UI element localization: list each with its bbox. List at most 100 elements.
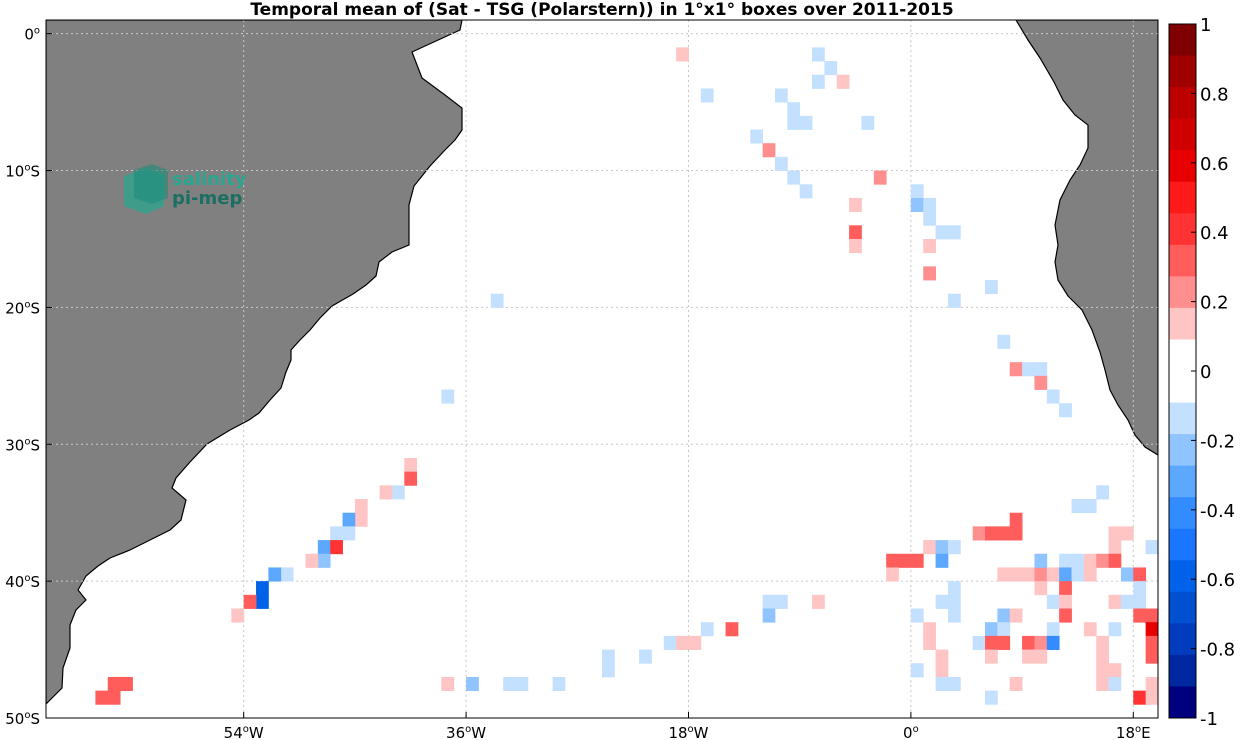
colorbar-segment-9 — [1169, 307, 1196, 340]
colorbar-tick-label-7: -0.4 — [1200, 501, 1235, 522]
colorbar-segment-13 — [1169, 434, 1196, 467]
colorbar-segment-3 — [1169, 118, 1196, 151]
data-cell-18 — [910, 197, 924, 213]
colorbar-tick-label-8: -0.6 — [1200, 570, 1235, 591]
data-cell-37 — [1059, 403, 1072, 418]
data-cell-109 — [1071, 553, 1085, 568]
data-cell-119 — [1133, 594, 1147, 609]
data-cell-84 — [935, 540, 949, 555]
colorbar-segment-20 — [1169, 654, 1196, 687]
data-cell-45 — [342, 512, 356, 527]
data-cell-58 — [120, 676, 133, 692]
data-cell-90 — [1009, 526, 1023, 541]
data-cell-83 — [923, 540, 936, 555]
data-cell-3 — [824, 61, 838, 76]
data-cell-123 — [1059, 594, 1072, 609]
colorbar-segment-5 — [1169, 181, 1196, 214]
data-cell-35 — [1034, 375, 1048, 390]
colorbar-tick-label-2: 0.6 — [1200, 154, 1229, 175]
data-cell-26 — [923, 238, 936, 254]
data-cell-120 — [1034, 581, 1048, 596]
data-cell-106 — [1046, 567, 1060, 582]
data-cell-101 — [947, 608, 961, 623]
data-cell-38 — [441, 389, 455, 404]
data-cell-23 — [849, 238, 862, 254]
data-cell-22 — [849, 225, 862, 240]
data-cell-129 — [910, 608, 924, 623]
data-cell-143 — [1046, 635, 1060, 650]
africa-landmass — [1015, 20, 1158, 456]
data-cell-103 — [1009, 567, 1023, 582]
data-cell-24 — [935, 225, 949, 240]
colorbar-tick-label-4: 0.2 — [1200, 293, 1229, 314]
data-cell-79 — [898, 553, 912, 568]
data-cell-8 — [787, 115, 801, 130]
data-cell-63 — [466, 676, 479, 692]
data-cell-73 — [700, 622, 714, 637]
data-cell-69 — [639, 649, 652, 664]
pi-mep-logo: salinity pi-mep — [124, 164, 247, 214]
data-cell-4 — [836, 74, 850, 89]
data-cell-155 — [910, 663, 924, 678]
data-cell-122 — [1059, 581, 1072, 596]
x-tick-label-1: 36oW — [446, 724, 486, 740]
colorbar-tick-label-5: 0 — [1200, 362, 1211, 383]
x-tick-label-2: 18oW — [668, 724, 708, 740]
colorbar-segment-19 — [1169, 623, 1196, 656]
data-cell-113 — [1096, 553, 1109, 568]
logo-text-salinity: salinity — [172, 169, 247, 190]
data-cell-138 — [985, 635, 998, 650]
colorbar-segment-4 — [1169, 150, 1196, 183]
data-cell-162 — [985, 690, 998, 705]
data-cell-102 — [997, 567, 1011, 582]
data-cell-86 — [935, 553, 949, 568]
data-cell-67 — [602, 649, 615, 664]
data-cell-70 — [663, 635, 677, 650]
data-cell-140 — [1022, 635, 1035, 650]
y-tick-label-5: 50oS — [5, 710, 40, 728]
data-cell-77 — [762, 608, 776, 623]
data-cell-36 — [1046, 389, 1060, 404]
data-cell-59 — [107, 676, 121, 692]
data-cell-131 — [923, 622, 936, 637]
data-cell-29 — [985, 280, 998, 295]
data-cell-65 — [515, 676, 529, 692]
y-tick-label-2: 20oS — [5, 299, 40, 317]
data-cell-40 — [404, 471, 418, 486]
data-cell-94 — [1096, 485, 1109, 500]
colorbar-tick-label-10: -1 — [1200, 709, 1218, 730]
data-cell-124 — [1059, 608, 1072, 623]
data-cell-49 — [330, 540, 343, 555]
data-cell-50 — [317, 553, 331, 568]
data-cell-47 — [330, 526, 343, 541]
data-cell-111 — [1071, 567, 1085, 582]
colorbar-tick-label-6: -0.2 — [1200, 431, 1235, 452]
data-cell-15 — [799, 184, 813, 199]
data-cell-1 — [812, 47, 825, 62]
x-tick-label-4: 18oE — [1116, 724, 1151, 740]
data-cell-95 — [1108, 526, 1122, 541]
data-cell-121 — [1046, 594, 1060, 609]
colorbar-segment-10 — [1169, 339, 1196, 372]
data-cell-128 — [1145, 608, 1158, 623]
data-cell-80 — [886, 553, 899, 568]
data-cell-137 — [972, 635, 986, 650]
colorbar-segment-2 — [1169, 87, 1196, 120]
data-cell-72 — [688, 635, 702, 650]
data-cell-17 — [910, 184, 924, 199]
data-cell-135 — [985, 622, 998, 637]
y-tick-label-3: 30oS — [5, 436, 40, 454]
data-cell-87 — [972, 526, 986, 541]
data-cell-16 — [873, 170, 887, 185]
data-cell-98 — [1145, 540, 1158, 555]
x-tick-label-0: 54oW — [224, 724, 264, 740]
data-cell-10 — [861, 115, 875, 130]
colorbar-segment-8 — [1169, 276, 1196, 309]
data-cell-157 — [1022, 649, 1035, 664]
colorbar-ticks: 1 0.8 0.6 0.4 0.2 0 -0.2 -0.4 -0.6 -0.8 -1 — [1191, 15, 1235, 730]
data-cell-112 — [1083, 553, 1097, 568]
data-cell-25 — [947, 225, 961, 240]
data-cell-108 — [1059, 553, 1072, 568]
data-cell-48 — [317, 540, 331, 555]
colorbar-segment-15 — [1169, 497, 1196, 530]
